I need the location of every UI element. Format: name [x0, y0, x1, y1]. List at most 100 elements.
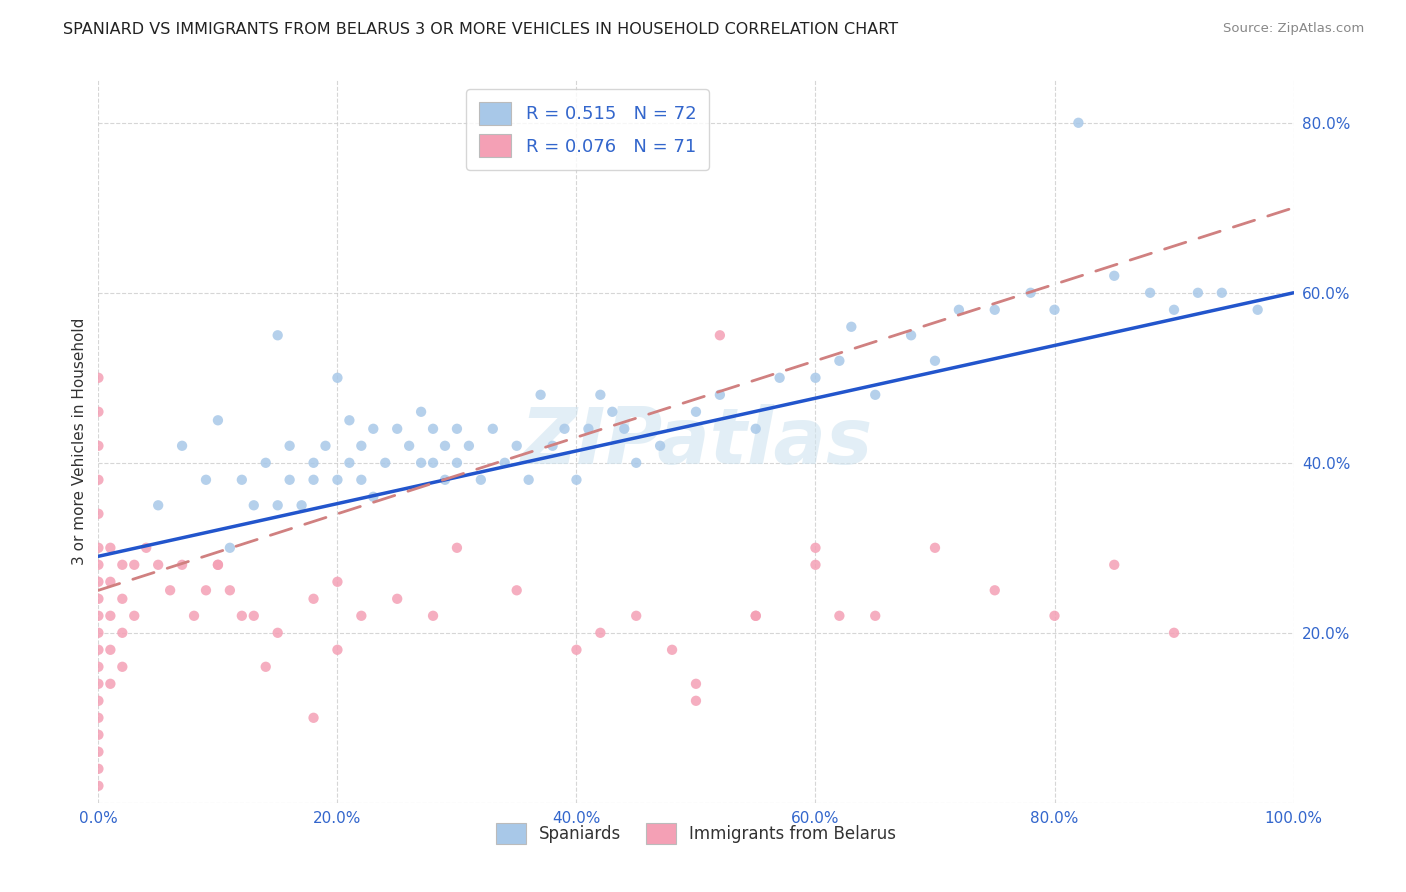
Point — [1104, 558, 1126, 572]
Point — [506, 439, 529, 453]
Point — [135, 541, 157, 555]
Point — [589, 625, 612, 640]
Point — [326, 642, 349, 657]
Point — [172, 439, 194, 453]
Point — [1139, 285, 1161, 300]
Point — [148, 498, 170, 512]
Point — [207, 558, 229, 572]
Point — [828, 353, 851, 368]
Point — [385, 422, 409, 436]
Point — [87, 371, 110, 385]
Point — [87, 625, 110, 640]
Point — [434, 439, 457, 453]
Point — [470, 473, 492, 487]
Point — [87, 574, 110, 589]
Point — [350, 473, 373, 487]
Point — [87, 558, 110, 572]
Point — [828, 608, 851, 623]
Point — [554, 422, 576, 436]
Point — [326, 371, 349, 385]
Point — [172, 558, 194, 572]
Point — [315, 439, 337, 453]
Point — [745, 608, 768, 623]
Point — [87, 677, 110, 691]
Point — [506, 583, 529, 598]
Point — [87, 660, 110, 674]
Point — [709, 328, 731, 343]
Point — [984, 583, 1007, 598]
Point — [768, 371, 790, 385]
Point — [98, 574, 122, 589]
Point — [98, 608, 122, 623]
Point — [350, 608, 373, 623]
Point — [363, 422, 385, 436]
Point — [422, 608, 444, 623]
Point — [685, 694, 707, 708]
Point — [530, 388, 553, 402]
Point — [98, 642, 122, 657]
Point — [398, 439, 420, 453]
Point — [87, 779, 110, 793]
Point — [87, 745, 110, 759]
Point — [98, 677, 122, 691]
Point — [385, 591, 409, 606]
Point — [565, 473, 588, 487]
Point — [243, 608, 266, 623]
Point — [1043, 302, 1066, 317]
Point — [302, 473, 325, 487]
Point — [111, 625, 134, 640]
Point — [613, 422, 636, 436]
Point — [183, 608, 205, 623]
Point — [446, 422, 468, 436]
Point — [841, 319, 863, 334]
Point — [924, 353, 946, 368]
Point — [87, 405, 110, 419]
Point — [87, 591, 110, 606]
Point — [517, 473, 540, 487]
Point — [87, 694, 110, 708]
Point — [411, 405, 433, 419]
Point — [602, 405, 624, 419]
Point — [1163, 625, 1185, 640]
Point — [254, 456, 277, 470]
Point — [1104, 268, 1126, 283]
Point — [1043, 608, 1066, 623]
Point — [87, 762, 110, 776]
Point — [159, 583, 181, 598]
Point — [374, 456, 396, 470]
Point — [984, 302, 1007, 317]
Point — [87, 711, 110, 725]
Point — [219, 541, 242, 555]
Point — [87, 608, 110, 623]
Point — [422, 456, 444, 470]
Point — [267, 498, 290, 512]
Point — [148, 558, 170, 572]
Point — [231, 473, 253, 487]
Point — [98, 541, 122, 555]
Point — [207, 558, 229, 572]
Point — [207, 413, 229, 427]
Point — [267, 328, 290, 343]
Point — [745, 608, 768, 623]
Point — [87, 541, 110, 555]
Point — [446, 541, 468, 555]
Text: ZIPatlas: ZIPatlas — [520, 403, 872, 480]
Point — [219, 583, 242, 598]
Point — [1163, 302, 1185, 317]
Point — [626, 456, 648, 470]
Point — [195, 473, 218, 487]
Point — [804, 371, 827, 385]
Point — [363, 490, 385, 504]
Point — [243, 498, 266, 512]
Point — [685, 677, 707, 691]
Point — [1211, 285, 1233, 300]
Point — [111, 591, 134, 606]
Point — [589, 388, 612, 402]
Point — [111, 558, 134, 572]
Point — [231, 608, 253, 623]
Point — [745, 422, 768, 436]
Point — [1187, 285, 1209, 300]
Point — [124, 608, 146, 623]
Point — [87, 728, 110, 742]
Point — [578, 422, 600, 436]
